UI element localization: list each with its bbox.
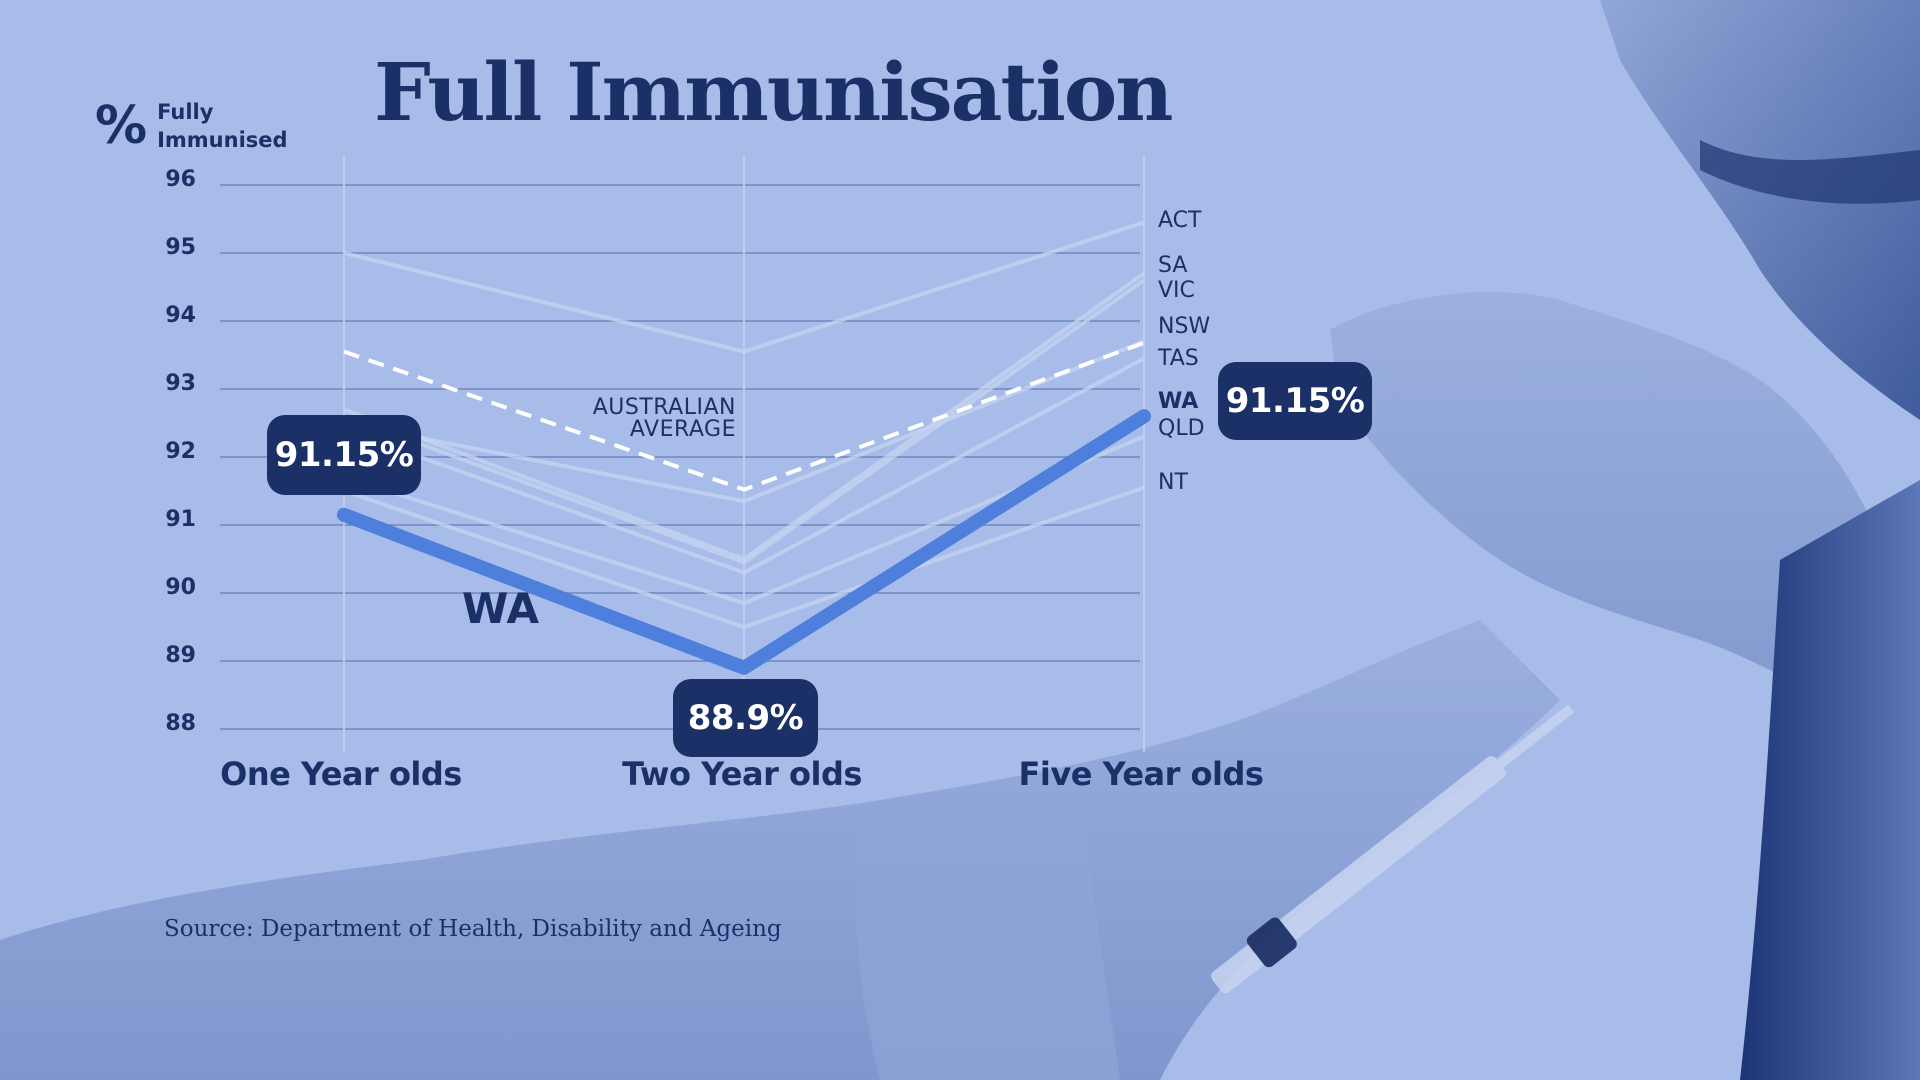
y-tick-90: 90: [165, 575, 196, 600]
value-badge-one-year: 91.15%: [267, 415, 421, 495]
y-tick-92: 92: [165, 439, 196, 464]
average-label-line1: AUSTRALIAN: [592, 395, 736, 420]
y-tick-96: 96: [165, 167, 196, 192]
state-line-nsw: [343, 339, 1145, 504]
state-line-sa: [343, 271, 1146, 561]
y-axis-label-text: Fully Immunised: [157, 98, 287, 154]
state-label-sa: SA: [1158, 253, 1188, 278]
state-line-nt: [343, 485, 1145, 629]
value-badge-two-year: 88.9%: [673, 679, 818, 757]
state-line-act: [343, 220, 1145, 354]
average-label: AUSTRALIAN AVERAGE: [560, 397, 736, 441]
state-label-act: ACT: [1158, 208, 1202, 233]
state-label-nsw: NSW: [1158, 314, 1211, 339]
average-label-line2: AVERAGE: [629, 417, 736, 442]
y-tick-89: 89: [165, 643, 196, 668]
state-line-tas: [343, 356, 1145, 575]
value-badge-five-year: 91.15%: [1218, 362, 1372, 440]
y-tick-93: 93: [165, 371, 196, 396]
wa-line: [337, 409, 1151, 675]
y-tick-94: 94: [165, 303, 196, 328]
x-category-five-year: Five Year olds: [1018, 755, 1264, 793]
state-label-vic: VIC: [1158, 278, 1195, 303]
wa-polyline: [337, 409, 1151, 675]
average-line: [343, 340, 1145, 492]
state-label-tas: TAS: [1158, 346, 1199, 371]
state-label-nt: NT: [1158, 470, 1188, 495]
x-category-two-year: Two Year olds: [622, 755, 862, 793]
state-label-qld: QLD: [1158, 416, 1205, 441]
state-line-vic: [343, 278, 1146, 565]
average-polyline: [343, 340, 1145, 492]
wa-series-label: WA: [462, 584, 539, 633]
y-axis-label-line1: Fully: [157, 100, 214, 124]
y-tick-95: 95: [165, 235, 196, 260]
y-axis-label-line2: Immunised: [157, 128, 288, 152]
source-note: Source: Department of Health, Disability…: [164, 916, 782, 942]
y-axis-label: % Fully Immunised: [95, 98, 288, 154]
y-tick-88: 88: [165, 711, 196, 736]
x-category-one-year: One Year olds: [220, 755, 462, 793]
chart-title: Full Immunisation: [374, 45, 1173, 139]
percent-symbol: %: [95, 96, 148, 156]
y-tick-91: 91: [165, 507, 196, 532]
state-label-wa: WA: [1158, 389, 1199, 414]
